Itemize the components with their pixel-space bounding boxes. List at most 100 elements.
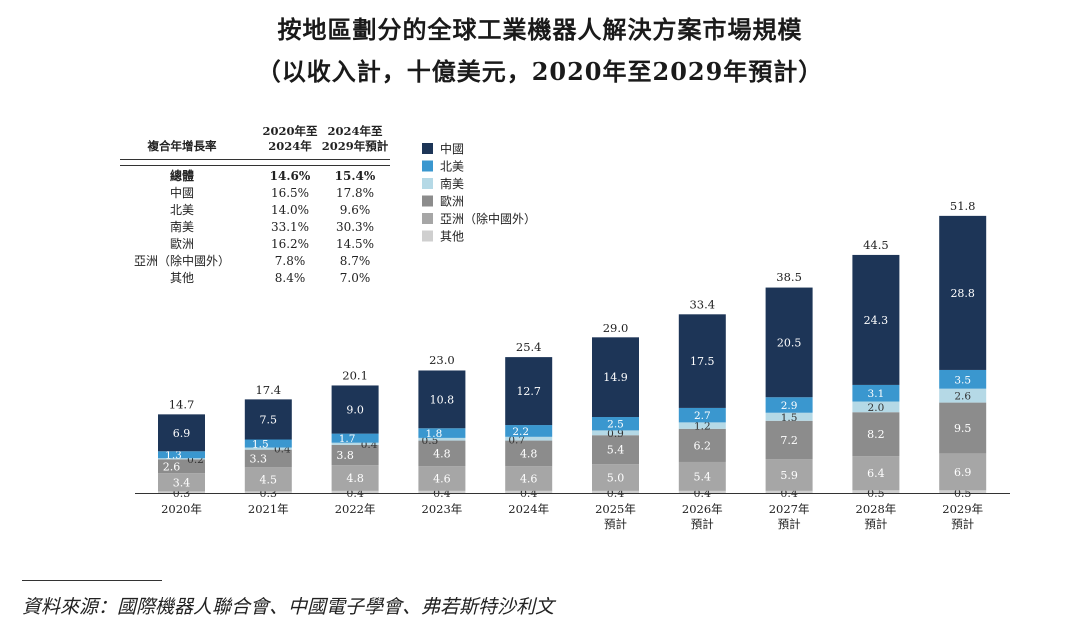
bar-segment — [505, 436, 553, 441]
table-row-label: 亞洲（除中國外） — [134, 253, 230, 268]
data-label: 20.5 — [777, 336, 802, 349]
legend-label: 北美 — [440, 160, 464, 174]
bar-segment — [418, 437, 466, 441]
x-tick-label: 預計 — [951, 517, 974, 531]
data-label: 3.8 — [336, 449, 354, 462]
bar-segment — [765, 420, 813, 460]
table-cell: 14.5% — [336, 237, 374, 251]
bar-segment — [331, 490, 379, 493]
data-label: 6.2 — [694, 439, 712, 452]
bar-segment — [158, 473, 205, 492]
bar-segment — [331, 465, 379, 491]
bar-segment — [331, 385, 379, 434]
table-header-label: 複合年增長率 — [147, 139, 217, 153]
data-label: 3.3 — [250, 452, 268, 465]
data-label: 1.3 — [165, 450, 182, 462]
legend-label: 亞洲（除中國外） — [440, 211, 536, 226]
bar-segment — [765, 287, 813, 398]
data-label: 2.6 — [954, 391, 971, 403]
bar-segment — [158, 414, 205, 452]
table-row-label: 歐洲 — [170, 236, 194, 251]
bar-segment — [244, 399, 292, 440]
data-label: 5.4 — [607, 444, 625, 457]
data-label: 6.9 — [173, 427, 191, 440]
table-row-label: 中國 — [170, 185, 194, 200]
total-label: 20.1 — [342, 368, 368, 382]
x-tick-label: 2026年 — [682, 502, 723, 516]
bar-segment — [244, 447, 292, 450]
data-label: 1.5 — [781, 412, 798, 424]
table-row-label: 其他 — [170, 271, 194, 285]
data-label: 2.5 — [607, 419, 624, 431]
data-label: 5.4 — [694, 470, 712, 483]
table-cell: 14.6% — [270, 169, 311, 183]
bar-segment — [331, 433, 379, 443]
data-label: 2.9 — [781, 400, 798, 412]
total-label: 14.7 — [169, 397, 195, 411]
data-label: 0.5 — [422, 435, 439, 447]
table-col1-header: 2024年 — [268, 139, 312, 153]
bar-segment — [158, 459, 205, 474]
total-label: 25.4 — [516, 340, 542, 354]
data-label: 12.7 — [516, 385, 541, 398]
data-label: 24.3 — [864, 314, 889, 327]
x-tick-label: 2023年 — [422, 502, 463, 516]
bar-segment — [505, 466, 553, 491]
bar-segment — [331, 442, 379, 445]
data-label: 5.9 — [780, 469, 798, 482]
table-cell: 7.0% — [340, 271, 371, 285]
x-tick-label: 2028年 — [856, 502, 897, 516]
x-tick-label: 2024年 — [508, 502, 549, 516]
bar-segment — [852, 254, 900, 385]
data-label: 6.9 — [954, 466, 972, 479]
x-tick-label: 預計 — [864, 517, 887, 531]
bar-segment — [678, 314, 726, 408]
data-label: 1.8 — [426, 428, 443, 440]
bar-segment — [939, 369, 987, 389]
total-label: 29.0 — [603, 321, 629, 335]
bar-segment — [418, 428, 466, 438]
x-tick-label: 預計 — [604, 517, 627, 531]
data-label: 3.1 — [868, 388, 885, 400]
total-label: 23.0 — [429, 353, 455, 367]
bar-segment — [158, 451, 205, 459]
total-label: 38.5 — [776, 270, 802, 284]
table-cell: 9.6% — [340, 203, 371, 217]
bar-segment — [418, 490, 466, 493]
table-cell: 17.8% — [336, 186, 374, 200]
table-row-label: 北美 — [170, 203, 194, 217]
table-cell: 16.2% — [271, 237, 309, 251]
data-label: 7.2 — [780, 434, 798, 447]
data-label: 5.0 — [607, 471, 625, 484]
legend-swatch — [422, 213, 433, 224]
data-label: 2.7 — [694, 410, 711, 422]
legend-swatch — [422, 195, 433, 207]
bar-segment — [158, 491, 205, 493]
bar-segment — [244, 439, 292, 448]
bar-segment — [765, 490, 813, 493]
legend-label: 歐洲 — [440, 194, 464, 209]
table-col1-header: 2020年至 — [262, 124, 318, 138]
x-tick-label: 預計 — [778, 517, 801, 531]
bar-segment — [678, 407, 726, 423]
total-label: 51.8 — [950, 199, 976, 213]
bar-segment — [939, 453, 987, 491]
bar-segment — [158, 458, 205, 460]
bar-segment — [505, 425, 553, 437]
bar-segment — [244, 467, 292, 492]
data-label: 9.0 — [346, 404, 364, 417]
total-label: 17.4 — [255, 383, 281, 397]
bar-segment — [592, 417, 639, 431]
data-label: 3.4 — [173, 476, 191, 489]
table-cell: 30.3% — [336, 220, 374, 234]
data-label: 4.8 — [346, 472, 364, 485]
bar-segment — [244, 491, 292, 493]
bar-segment — [765, 412, 813, 421]
legend-swatch — [422, 160, 433, 172]
bar-segment — [939, 402, 987, 454]
data-label: 14.9 — [603, 371, 628, 384]
chart-subtitle: （以收入計，十億美元，2020年至2029年預計） — [256, 57, 824, 86]
table-cell: 14.0% — [271, 203, 309, 217]
bar-segment — [418, 440, 466, 467]
